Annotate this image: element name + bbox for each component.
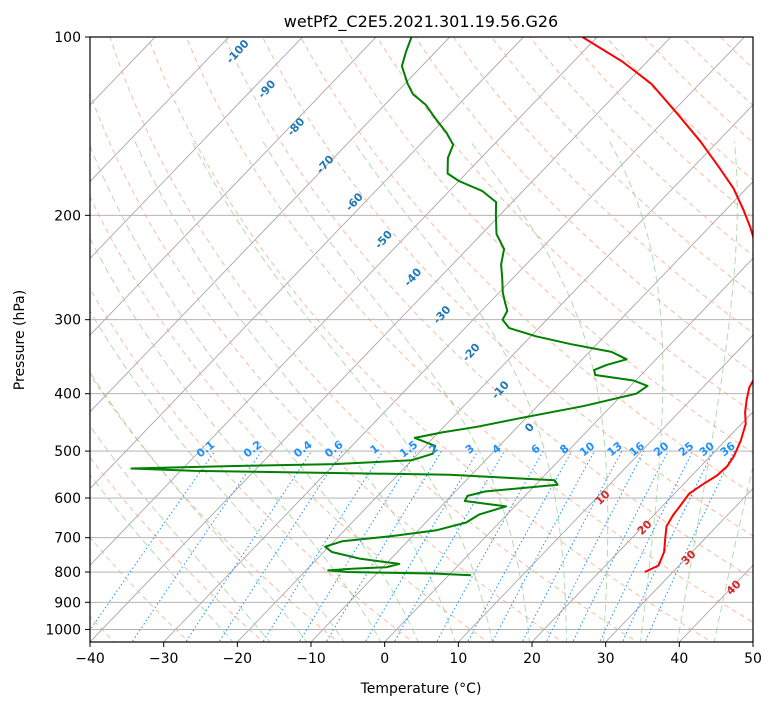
x-tick-label: −30 bbox=[149, 651, 179, 667]
moist-adiabat bbox=[90, 474, 234, 642]
x-tick-label: −20 bbox=[223, 651, 253, 667]
dry-adiabat bbox=[147, 37, 713, 642]
x-tick-label: 40 bbox=[670, 651, 688, 667]
y-axis-label: Pressure (hPa) bbox=[12, 290, 28, 390]
isotherm-line bbox=[90, 37, 451, 413]
dry-adiabat bbox=[452, 37, 753, 334]
mixing-ratio-line bbox=[185, 450, 313, 642]
isotherm-line bbox=[457, 334, 753, 642]
mixing-ratio-line bbox=[364, 450, 479, 642]
dry-adiabat bbox=[90, 456, 265, 642]
dry-adiabat bbox=[109, 37, 638, 642]
dry-adiabat bbox=[90, 92, 564, 642]
y-tick-label: 300 bbox=[54, 313, 81, 329]
moist-adiabat bbox=[676, 141, 738, 642]
mixing-ratio-line bbox=[621, 450, 714, 642]
y-tick-label: 900 bbox=[54, 595, 81, 611]
moist-adiabat bbox=[90, 237, 382, 642]
isotherm-line bbox=[90, 37, 377, 336]
y-tick-label: 600 bbox=[54, 491, 81, 507]
isotherm-line bbox=[90, 37, 230, 183]
dry-adiabat bbox=[338, 37, 753, 454]
isotherm-line bbox=[90, 37, 598, 566]
moist-adiabat bbox=[90, 310, 345, 642]
moist-adiabat bbox=[713, 464, 753, 642]
isotherm-line bbox=[605, 487, 753, 642]
dry-adiabats bbox=[90, 37, 753, 642]
isotherm-line bbox=[236, 104, 753, 642]
sounding-traces bbox=[130, 37, 753, 577]
dry-adiabat bbox=[223, 37, 753, 580]
mixing-ratio-line bbox=[393, 450, 505, 642]
x-axis-label: Temperature (°C) bbox=[360, 681, 482, 697]
x-tick-label: 50 bbox=[744, 651, 762, 667]
moist-adiabat bbox=[262, 141, 530, 642]
isotherm-grid bbox=[90, 37, 753, 642]
x-tick-label: −40 bbox=[75, 651, 105, 667]
x-tick-label: 20 bbox=[523, 651, 541, 667]
y-tick-label: 800 bbox=[54, 565, 81, 581]
isotherm-line bbox=[531, 411, 753, 642]
y-tick-label: 700 bbox=[54, 531, 81, 547]
plot-frame bbox=[89, 36, 754, 643]
isotherm-line bbox=[90, 37, 304, 259]
x-tick-label: −10 bbox=[296, 651, 326, 667]
mixing-ratio-line bbox=[644, 450, 735, 642]
mixing-ratio-line bbox=[90, 450, 216, 631]
moist-adiabat bbox=[191, 141, 493, 642]
dry-adiabat bbox=[90, 195, 489, 642]
isotherm-line bbox=[384, 257, 753, 642]
moist-adiabats bbox=[90, 141, 753, 642]
isobar-grid bbox=[90, 37, 753, 630]
plot-area: -100-90-80-70-60-50-40-30-20-1000.1 0.2 0.… bbox=[90, 37, 753, 642]
moist-adiabat bbox=[90, 425, 271, 642]
y-tick-label: 500 bbox=[54, 444, 81, 460]
y-tick-label: 1000 bbox=[45, 622, 81, 638]
dry-adiabat bbox=[185, 37, 753, 623]
mixing-ratio-line bbox=[262, 450, 384, 642]
moist-adiabat bbox=[353, 141, 567, 642]
x-tick-label: 10 bbox=[449, 651, 467, 667]
dry-adiabat bbox=[300, 37, 753, 495]
moist-adiabat bbox=[609, 141, 664, 642]
dry-adiabat bbox=[90, 287, 414, 642]
mixing-ratio-lines bbox=[90, 450, 735, 642]
y-tick-label: 200 bbox=[54, 208, 81, 224]
mixing-ratio-line bbox=[298, 450, 418, 642]
isotherm-line bbox=[90, 37, 672, 642]
mixing-ratio-line bbox=[491, 450, 595, 642]
moist-adiabat bbox=[469, 141, 609, 642]
dewpoint-trace bbox=[130, 37, 649, 577]
moist-adiabat bbox=[90, 144, 419, 642]
axis-ticks: −40 −30 −20 −10 0 10 20 30 40 50 100 200 300 400 500 60… bbox=[45, 30, 762, 667]
moist-adiabat bbox=[90, 371, 308, 642]
mixing-ratio-line bbox=[521, 450, 623, 642]
moist-adiabat bbox=[134, 141, 456, 642]
y-tick-label: 100 bbox=[54, 30, 81, 46]
isotherm-line bbox=[163, 37, 746, 642]
x-tick-label: 0 bbox=[380, 651, 389, 667]
mixing-ratio-line bbox=[545, 450, 645, 642]
chart-title: wetPf2_C2E5.2021.301.19.56.G26 bbox=[284, 12, 558, 32]
mixing-ratio-line bbox=[131, 450, 263, 642]
isotherm-line bbox=[310, 180, 753, 642]
x-tick-label: 30 bbox=[597, 651, 615, 667]
isotherm-line bbox=[90, 37, 525, 490]
dry-adiabat bbox=[90, 373, 340, 642]
temperature-trace bbox=[581, 37, 753, 573]
y-tick-label: 400 bbox=[54, 387, 81, 403]
mixing-ratio-line bbox=[218, 450, 343, 642]
